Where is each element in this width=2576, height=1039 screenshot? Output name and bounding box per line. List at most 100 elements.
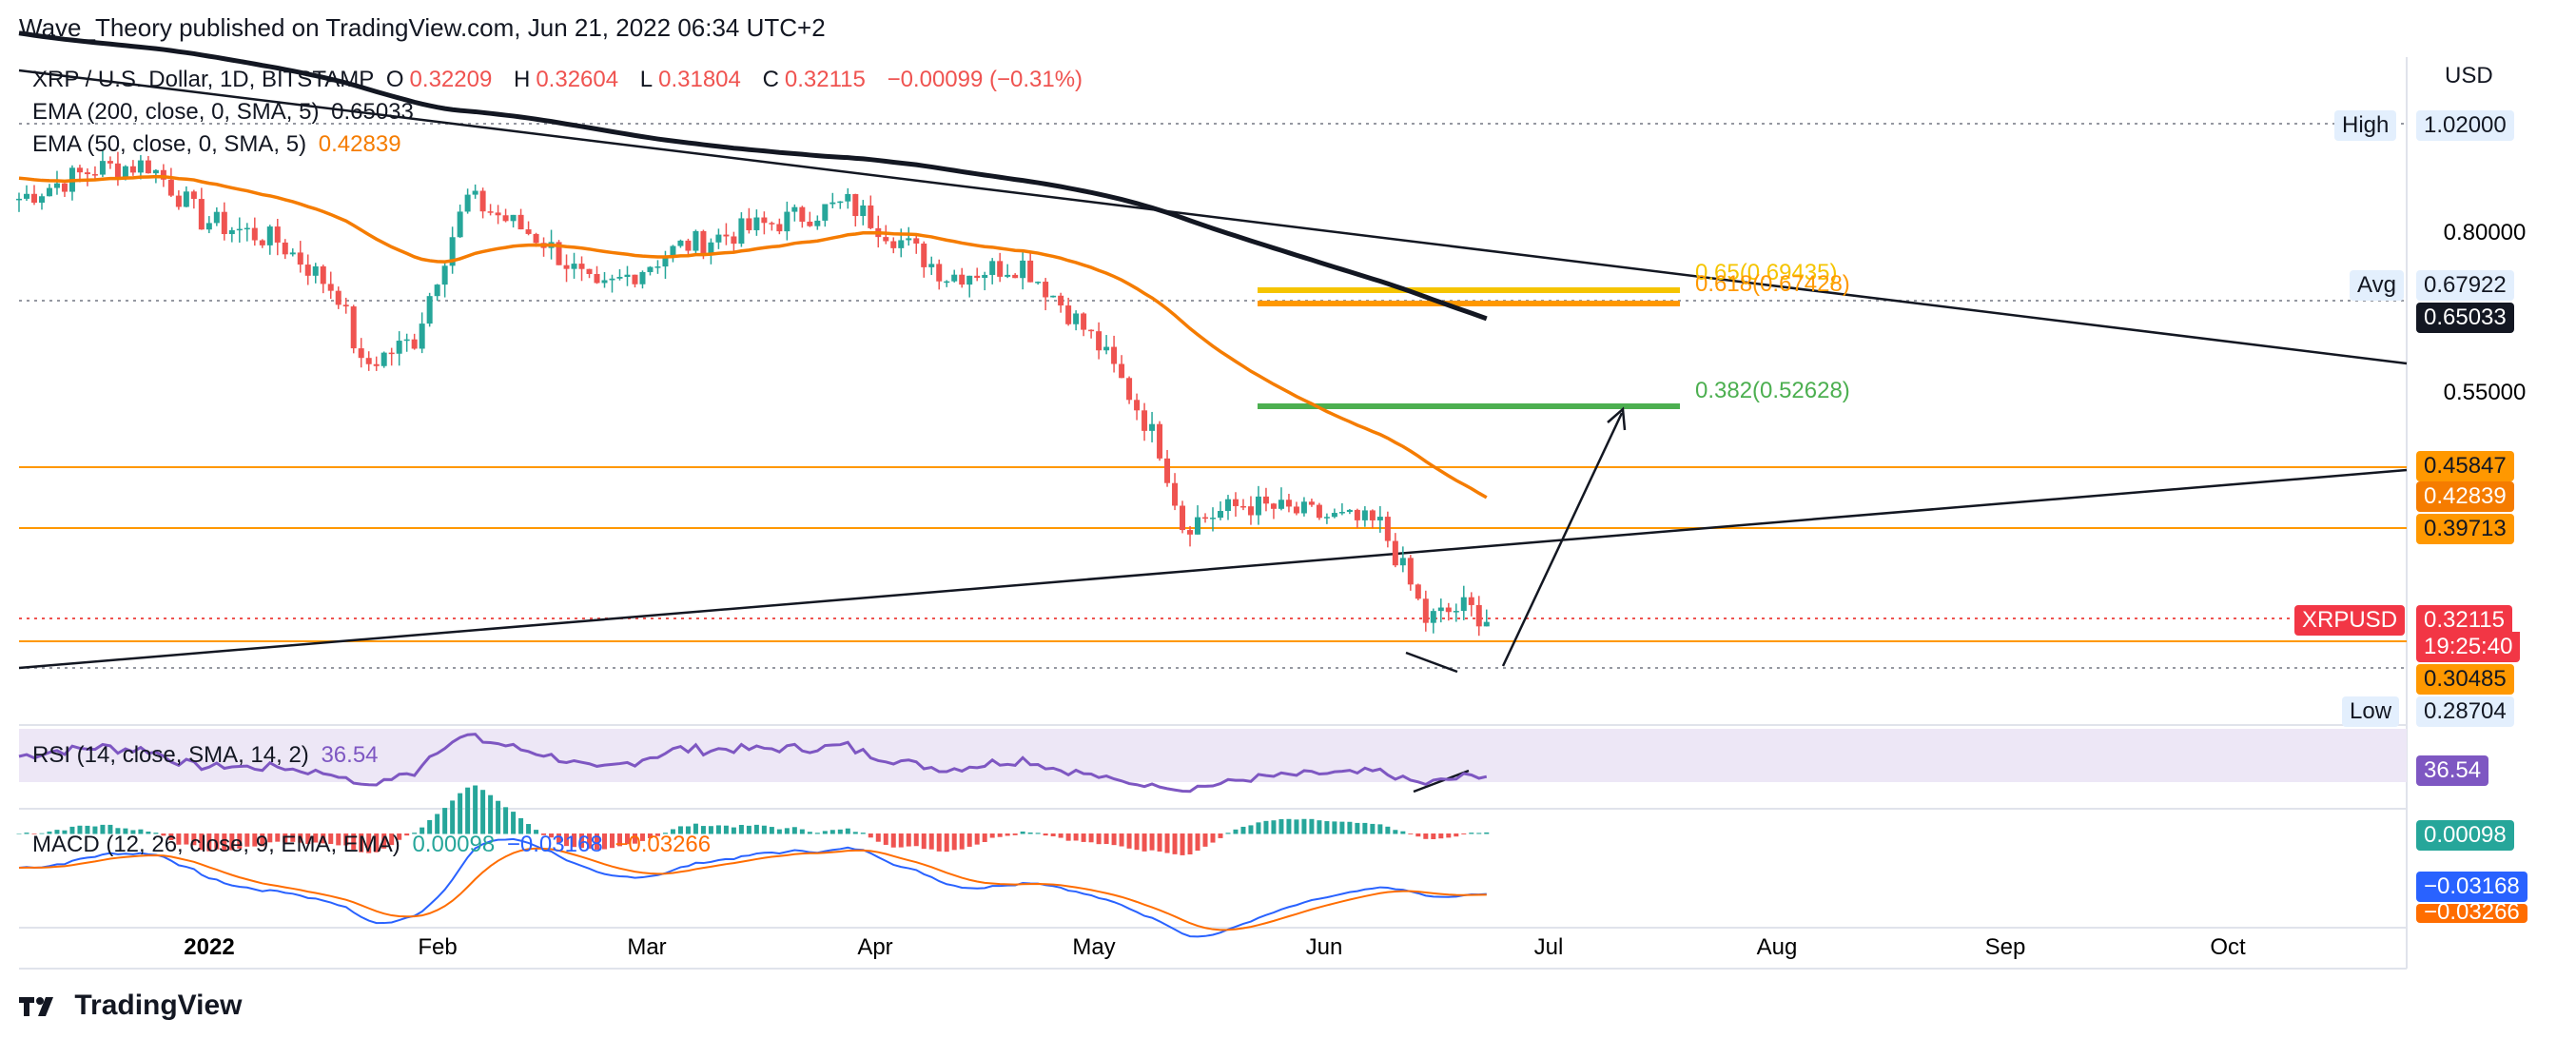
macd-histogram-bar — [503, 807, 509, 834]
fib-0-382-line[interactable] — [1258, 403, 1680, 409]
candle-body — [274, 226, 281, 243]
time-tick: Jul — [1534, 934, 1564, 960]
candle-body — [1460, 597, 1467, 612]
candle-body — [358, 348, 364, 359]
candle-body — [1300, 501, 1307, 514]
macd-histogram-bar — [1408, 833, 1414, 834]
legend-l-label: L — [639, 67, 654, 92]
candle-body — [1119, 363, 1125, 379]
candle-body — [936, 264, 943, 282]
price-divergence-line[interactable] — [1405, 651, 1458, 674]
candle-body — [289, 252, 296, 255]
macd-histogram-bar — [77, 825, 83, 834]
candle-body — [868, 205, 874, 228]
descending-trendline[interactable] — [18, 69, 2408, 365]
projection-arrow[interactable] — [1501, 412, 1624, 667]
candle-body — [1323, 517, 1330, 519]
fib-0-618-line[interactable] — [1258, 301, 1680, 306]
macd-histogram-bar — [1134, 833, 1140, 851]
price-axis-unit: USD — [2445, 63, 2493, 88]
signal-line[interactable] — [18, 847, 1487, 931]
macd-histogram-bar — [731, 827, 736, 834]
macd-histogram-bar — [511, 812, 517, 834]
legend-macd-line: −0.03168 — [506, 832, 603, 857]
candle-body — [1376, 517, 1383, 520]
candle-body — [449, 237, 456, 266]
macd-histogram-bar — [890, 833, 896, 848]
macd-histogram-bar — [845, 828, 850, 834]
macd-histogram-bar — [685, 826, 691, 834]
time-tick: Mar — [627, 934, 666, 960]
price-chart[interactable]: 0.65(0.69435) 0.618(0.67428) 0.382(0.526… — [0, 0, 2576, 980]
candle-body — [860, 205, 867, 217]
tradingview-logo[interactable]: TradingView — [19, 990, 243, 1022]
candle-body — [1043, 282, 1049, 298]
candle-body — [738, 218, 745, 245]
macd-histogram-bar — [784, 828, 790, 834]
ema-50-line[interactable] — [18, 174, 1488, 500]
macd-histogram-bar — [556, 833, 562, 843]
fib-0-65-line[interactable] — [1258, 287, 1680, 293]
ema-200-line[interactable] — [18, 30, 1488, 322]
candle-body — [99, 161, 106, 175]
candle-body — [190, 191, 197, 200]
candle-body — [1027, 260, 1034, 283]
macd-histogram-bar — [1332, 821, 1337, 834]
candle-body — [320, 265, 326, 284]
macd-histogram-bar — [229, 833, 235, 851]
time-tick: Feb — [418, 934, 457, 960]
macd-histogram-bar — [670, 829, 675, 834]
macd-histogram-bar — [267, 833, 273, 843]
rsi-line[interactable] — [18, 733, 1488, 794]
candle-body — [312, 265, 319, 276]
macd-histogram-bar — [913, 833, 919, 847]
macd-histogram-bar — [480, 790, 486, 834]
countdown-tag: 19:25:40 — [2416, 632, 2521, 662]
candle-body — [1239, 505, 1246, 508]
macd-histogram-bar — [1157, 833, 1162, 852]
rsi-divergence-line[interactable] — [1413, 769, 1470, 794]
candle-body — [244, 227, 250, 230]
macd-histogram-bar — [753, 824, 759, 834]
candle-body — [601, 280, 608, 284]
macd-histogram-bar — [458, 793, 463, 834]
candle-body — [53, 183, 60, 188]
macd-histogram-bar — [435, 814, 440, 834]
macd-histogram-bar — [1187, 833, 1193, 854]
candle-body — [1217, 511, 1223, 519]
macd-histogram-bar — [1142, 833, 1147, 852]
legend-ema50[interactable]: EMA (50, close, 0, SMA, 5) 0.42839 — [32, 131, 407, 158]
legend-macd[interactable]: MACD (12, 26, close, 9, EMA, EMA) 0.0009… — [32, 832, 716, 858]
arrow-head-icon — [1607, 406, 1627, 431]
macd-histogram-bar — [244, 833, 250, 847]
candle-body — [1483, 621, 1490, 627]
candle-body — [61, 183, 68, 192]
macd-histogram-bar — [822, 831, 828, 834]
candle-body — [974, 275, 981, 279]
legend-rsi[interactable]: RSI (14, close, SMA, 14, 2) 36.54 — [32, 742, 384, 769]
legend-ohlc[interactable]: XRP / U.S. Dollar, 1D, BITSTAMP O 0.32209… — [32, 67, 1088, 93]
macd-histogram-bar — [1431, 833, 1436, 839]
legend-ema200[interactable]: EMA (200, close, 0, SMA, 5) 0.65033 — [32, 99, 420, 126]
macd-histogram-bar — [1438, 833, 1444, 839]
macd-histogram-bar — [488, 794, 494, 834]
candle-body — [1126, 378, 1133, 401]
candle-body — [510, 214, 517, 222]
ascending-trendline[interactable] — [18, 468, 2408, 670]
macd-histogram-bar — [336, 833, 342, 846]
candle-body — [1445, 607, 1452, 613]
macd-histogram-bar — [123, 828, 128, 834]
macd-histogram-bar — [1164, 833, 1170, 853]
macd-line[interactable] — [18, 837, 1487, 938]
candle-body — [1202, 517, 1209, 520]
candle-body — [1035, 282, 1042, 284]
macd-histogram-bar — [700, 826, 706, 834]
legend-h-label: H — [513, 67, 531, 92]
macd-histogram-bar — [1248, 825, 1254, 834]
candle-body — [145, 160, 151, 174]
candle-body — [1187, 530, 1194, 535]
candle-body — [517, 214, 524, 230]
macd-histogram-bar — [31, 833, 37, 834]
candle-body — [1399, 558, 1406, 566]
candle-body — [632, 274, 638, 284]
